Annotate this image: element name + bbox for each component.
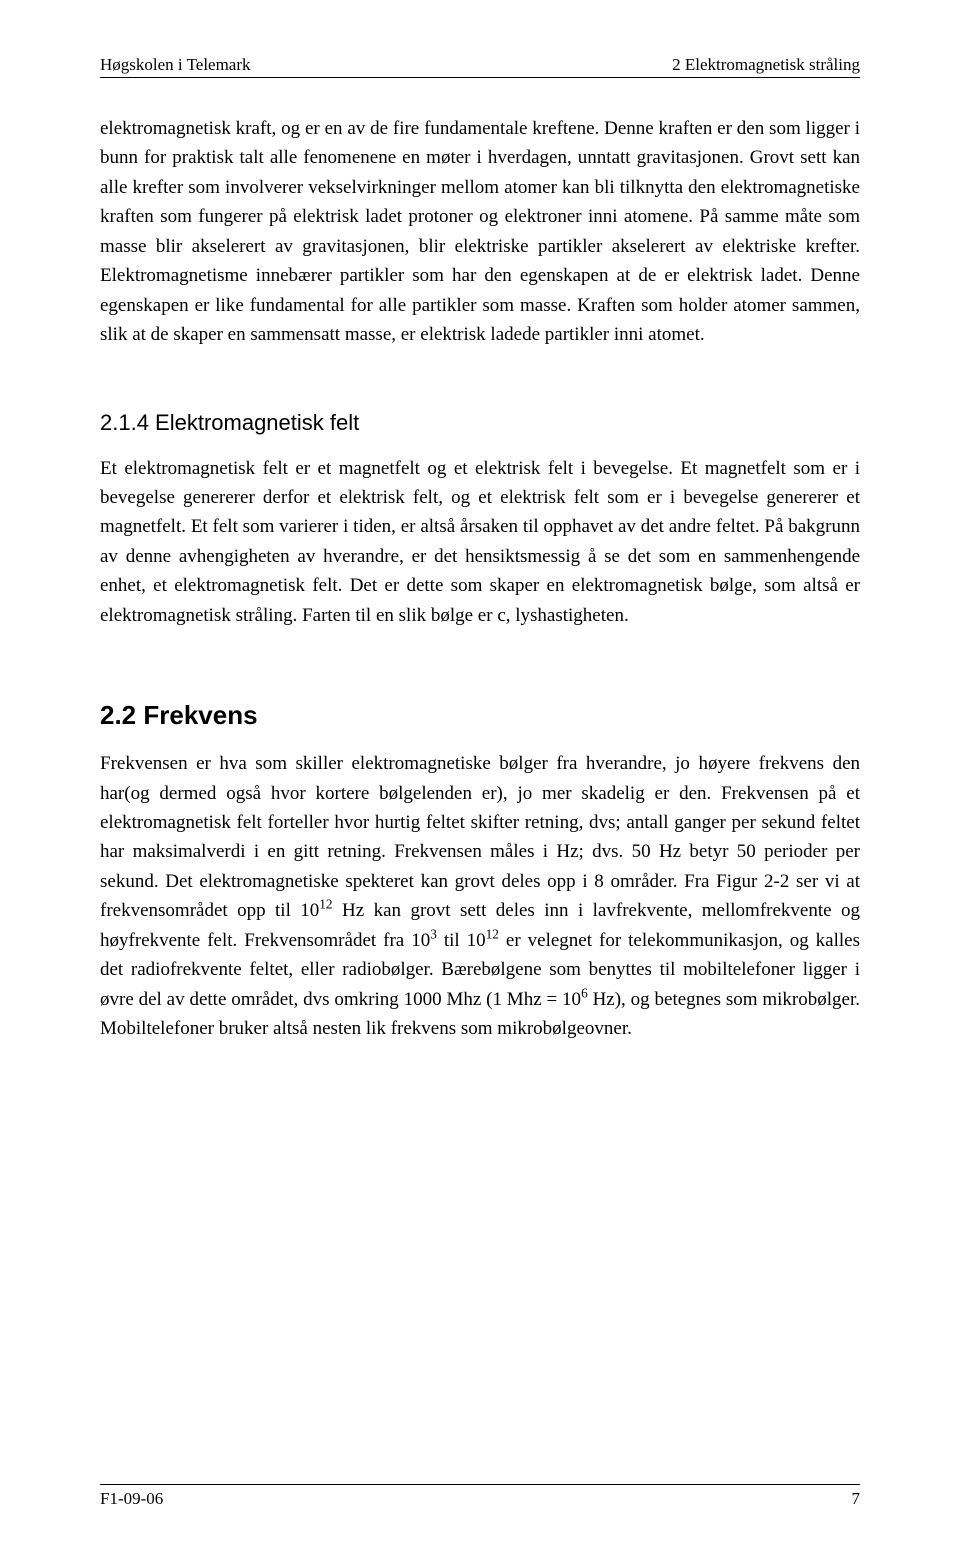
document-page: Høgskolen i Telemark 2 Elektromagnetisk … — [0, 0, 960, 1549]
body-paragraph-2: Et elektromagnetisk felt er et magnetfel… — [100, 454, 860, 631]
footer-left: F1-09-06 — [100, 1489, 163, 1509]
header-right: 2 Elektromagnetisk stråling — [672, 55, 860, 75]
body-paragraph-1: elektromagnetisk kraft, og er en av de f… — [100, 114, 860, 350]
footer-rule — [100, 1484, 860, 1485]
heading-2-1-4: 2.1.4 Elektromagnetisk felt — [100, 410, 860, 436]
body-paragraph-3: Frekvensen er hva som skiller elektromag… — [100, 749, 860, 1043]
footer-page-number: 7 — [852, 1489, 861, 1509]
footer-row: F1-09-06 7 — [100, 1489, 860, 1509]
header-left: Høgskolen i Telemark — [100, 55, 251, 75]
p3-part-c: til 10 — [437, 930, 486, 951]
heading-2-2: 2.2 Frekvens — [100, 700, 860, 731]
p3-sup-a: 12 — [319, 897, 332, 912]
p3-sup-b: 3 — [430, 926, 437, 941]
p3-part-a: Frekvensen er hva som skiller elektromag… — [100, 753, 860, 921]
page-footer: F1-09-06 7 — [100, 1484, 860, 1509]
p3-sup-d: 6 — [581, 985, 588, 1000]
p3-sup-c: 12 — [486, 926, 499, 941]
header-rule — [100, 77, 860, 78]
page-header: Høgskolen i Telemark 2 Elektromagnetisk … — [100, 55, 860, 75]
